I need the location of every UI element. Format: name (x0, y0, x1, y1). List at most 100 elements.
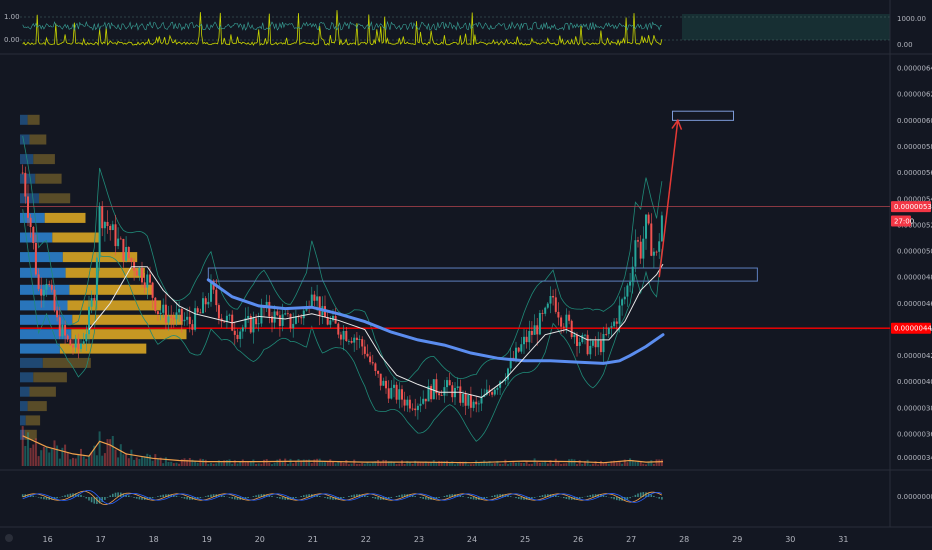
oscillator-hist-bar (395, 496, 398, 497)
oscillator-hist-bar (499, 494, 501, 497)
volume-bar (45, 447, 48, 466)
volume-bar (347, 464, 350, 466)
candle-body (406, 399, 409, 406)
moving-average-slow (206, 278, 665, 365)
volume-bar (180, 459, 183, 466)
oscillator-hist-bar (45, 497, 48, 500)
candle-body (607, 327, 610, 335)
oscillator-hist-bar (271, 495, 273, 497)
oscillator-hist-bar (220, 495, 223, 497)
candle-body (106, 222, 109, 226)
candle-body (499, 381, 502, 388)
volume-bar (403, 464, 406, 466)
volume-bar (544, 460, 547, 466)
candle-body (194, 308, 197, 330)
oscillator-hist-bar (342, 497, 345, 498)
oscillator-hist-bar (56, 497, 58, 499)
time-axis[interactable]: 16 17 18 19 20 21 22 23 24 25 26 27 28 29 30 31 (43, 535, 849, 544)
candle-body (631, 266, 634, 282)
volume-bar (93, 445, 96, 466)
volume-bar (363, 463, 366, 466)
candle-body (273, 311, 276, 323)
volume-bar (464, 461, 467, 466)
oscillator-hist-bar (658, 497, 660, 499)
volume-bar (520, 462, 523, 466)
volume-bar (414, 460, 417, 466)
candle-body (141, 267, 143, 283)
volume-bar (424, 461, 427, 466)
candle-body (34, 243, 37, 275)
volume-bar (34, 438, 37, 466)
candle-body (93, 298, 96, 301)
volume-bar (111, 436, 114, 466)
oscillator-hist-bar (175, 495, 178, 497)
volume-bar (634, 461, 637, 466)
volume-bar (297, 459, 300, 466)
oscillator-hist-bar (340, 497, 342, 499)
volume-bar (345, 460, 348, 466)
candle-body (432, 379, 435, 400)
volume-bar (284, 458, 287, 466)
volume-bar (446, 460, 448, 466)
candle-body (27, 196, 29, 218)
oscillator-hist-bar (547, 494, 549, 497)
candle-body (586, 334, 589, 355)
candle-body (377, 371, 380, 374)
y-tick-label-15: 0.00000342 (897, 454, 932, 462)
oscillator-hist-bar (183, 497, 186, 499)
volume-bar (74, 458, 77, 466)
candle-body (509, 357, 512, 369)
volume-bar (660, 459, 663, 466)
volume-bar (435, 462, 438, 466)
volume-bar (366, 462, 369, 466)
volume-bar (255, 463, 258, 466)
oscillator-hist-bar (366, 496, 369, 497)
oscillator-hist-bar (289, 497, 292, 500)
volume-bar (591, 463, 594, 466)
target-box[interactable] (672, 110, 735, 121)
resistance-zone-box[interactable] (207, 267, 758, 282)
oscillator-hist-bar (475, 497, 477, 500)
volume-bar (565, 463, 568, 466)
oscillator-hist-bar (642, 492, 645, 497)
vp-gold-row-19 (24, 429, 37, 440)
volume-bar (42, 446, 45, 466)
oscillator-hist-bar (610, 497, 613, 499)
top-right-label-low: 0.00 (897, 41, 913, 49)
vp-gold-row-12 (71, 329, 187, 340)
volume-bar (241, 459, 244, 466)
candle-body (111, 224, 114, 230)
oscillator-hist-bar (268, 495, 271, 497)
candle-body (90, 298, 93, 307)
oscillator-hist-bar (181, 497, 183, 498)
volume-bar (21, 426, 24, 466)
candle-body (605, 334, 608, 335)
main-price-panel[interactable] (20, 110, 890, 466)
volume-bar (560, 463, 563, 466)
vp-blue-row-14 (20, 357, 43, 368)
candle-body (477, 403, 480, 405)
candle-body (300, 317, 303, 319)
volume-bar (350, 463, 353, 466)
volume-bar (151, 460, 154, 466)
oscillator-panel[interactable]: 0.00000000 (21, 489, 932, 506)
volume-bar (342, 462, 345, 466)
oscillator-hist-bar (318, 496, 321, 497)
volume-bar (82, 456, 85, 466)
oscillator-hist-bar (385, 497, 387, 500)
candle-body (40, 288, 43, 296)
volume-bar (212, 463, 215, 466)
candle-body (462, 393, 464, 403)
projection-arrow[interactable] (658, 118, 683, 278)
candle-body (42, 289, 45, 296)
x-tick-label-31: 31 (838, 535, 848, 544)
candle-body (573, 334, 576, 338)
candle-body (125, 247, 128, 261)
candle-body (24, 172, 27, 197)
oscillator-hist-bar (316, 495, 318, 497)
candle-body (517, 347, 520, 352)
volume-bar (655, 459, 658, 466)
oscillator-hist-bar (422, 497, 424, 499)
top-indicator-panel[interactable]: 1.00 0.00 1000.00 0.00 (4, 10, 926, 49)
